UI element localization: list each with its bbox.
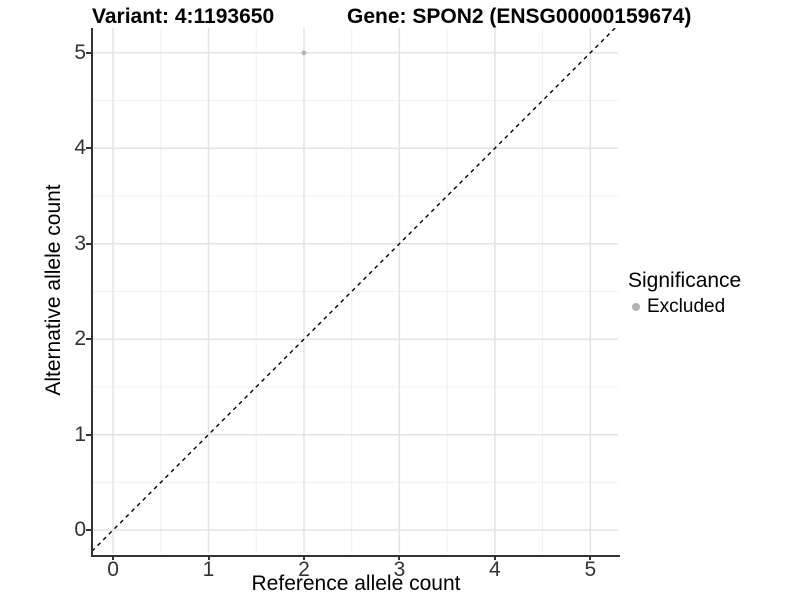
y-tick-label: 0 [74, 518, 86, 542]
x-tick-mark [589, 555, 592, 560]
scatter-plot-canvas [93, 28, 618, 553]
y-tick-mark [86, 242, 91, 245]
y-tick-label: 2 [74, 327, 86, 351]
legend-entry-excluded: Excluded [628, 296, 741, 318]
identity-reference-line [93, 28, 617, 552]
y-tick-mark [86, 433, 91, 436]
legend: Significance Excluded [628, 269, 741, 318]
x-tick-label: 1 [202, 558, 215, 581]
plot-panel [91, 28, 620, 557]
y-tick-label: 1 [74, 422, 86, 446]
x-tick-label: 3 [393, 558, 406, 581]
y-tick-mark [86, 338, 91, 341]
y-tick-mark [86, 51, 91, 54]
x-tick-mark [398, 555, 401, 560]
y-tick-label: 4 [74, 136, 86, 160]
x-tick-mark [302, 555, 305, 560]
y-tick-label: 5 [74, 40, 86, 64]
legend-title: Significance [628, 269, 742, 292]
gene-title: Gene: SPON2 (ENSG00000159674) [347, 5, 692, 28]
excluded-point-icon [632, 303, 640, 311]
x-tick-mark [112, 555, 115, 560]
x-tick-mark [207, 555, 210, 560]
x-tick-label: 0 [107, 558, 119, 581]
y-tick-mark [86, 147, 91, 150]
variant-title: Variant: 4:1193650 [92, 5, 275, 28]
x-tick-label: 4 [489, 558, 501, 581]
x-tick-label: 2 [298, 558, 310, 581]
legend-entry-label: Excluded [647, 296, 726, 317]
y-tick-label: 3 [74, 231, 86, 255]
x-axis-title: Reference allele count [251, 572, 461, 595]
x-tick-label: 5 [584, 558, 597, 581]
y-axis-title: Alternative allele count [42, 184, 65, 396]
y-tick-mark [86, 529, 91, 532]
data-point-excluded [301, 50, 307, 56]
x-tick-mark [493, 555, 496, 560]
